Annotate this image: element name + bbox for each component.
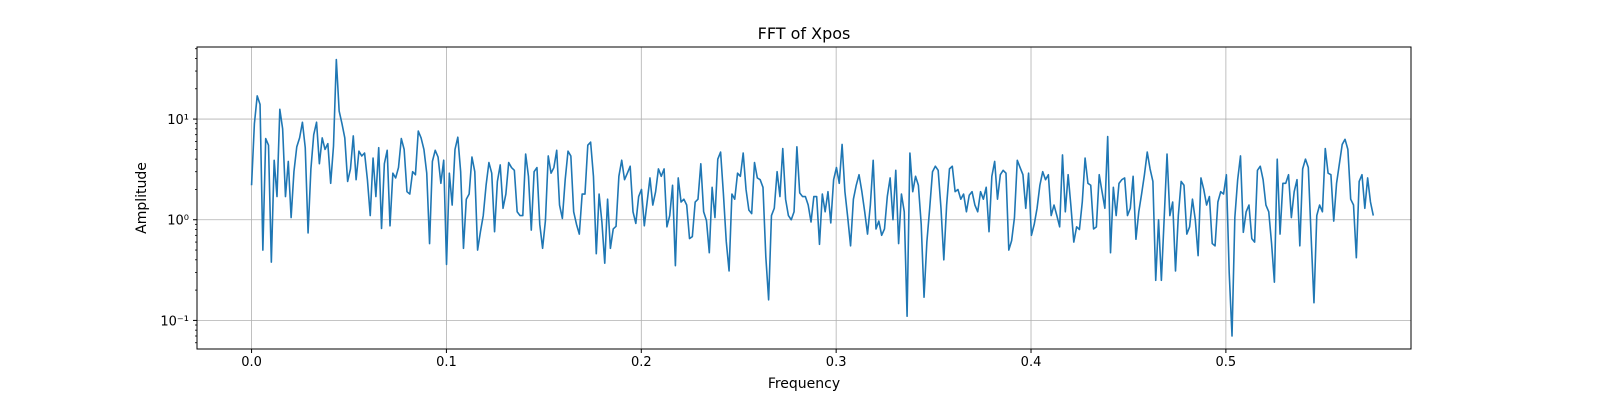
x-tick-label: 0.5 (1216, 355, 1237, 370)
x-tick-label: 0.1 (436, 355, 457, 370)
x-tick-label: 0.4 (1021, 355, 1042, 370)
y-tick-label: 10¹ (167, 113, 189, 128)
grid (197, 47, 1411, 349)
y-tick-label: 10⁰ (167, 214, 189, 229)
plot-area (250, 58, 1375, 337)
x-tick-label: 0.2 (631, 355, 652, 370)
y-axis: 10⁻¹ 10⁰ 10¹ (160, 48, 197, 344)
x-axis-title: Frequency (768, 376, 840, 392)
y-axis-title: Amplitude (134, 162, 150, 234)
axes-frame (196, 46, 1412, 350)
x-axis: 0.0 0.1 0.2 0.3 0.4 0.5 (241, 349, 1236, 370)
y-tick-label: 10⁻¹ (160, 314, 189, 329)
x-tick-label: 0.0 (241, 355, 262, 370)
x-tick-label: 0.3 (826, 355, 847, 370)
series-line (250, 58, 1375, 337)
chart-title: FFT of Xpos (758, 24, 851, 43)
